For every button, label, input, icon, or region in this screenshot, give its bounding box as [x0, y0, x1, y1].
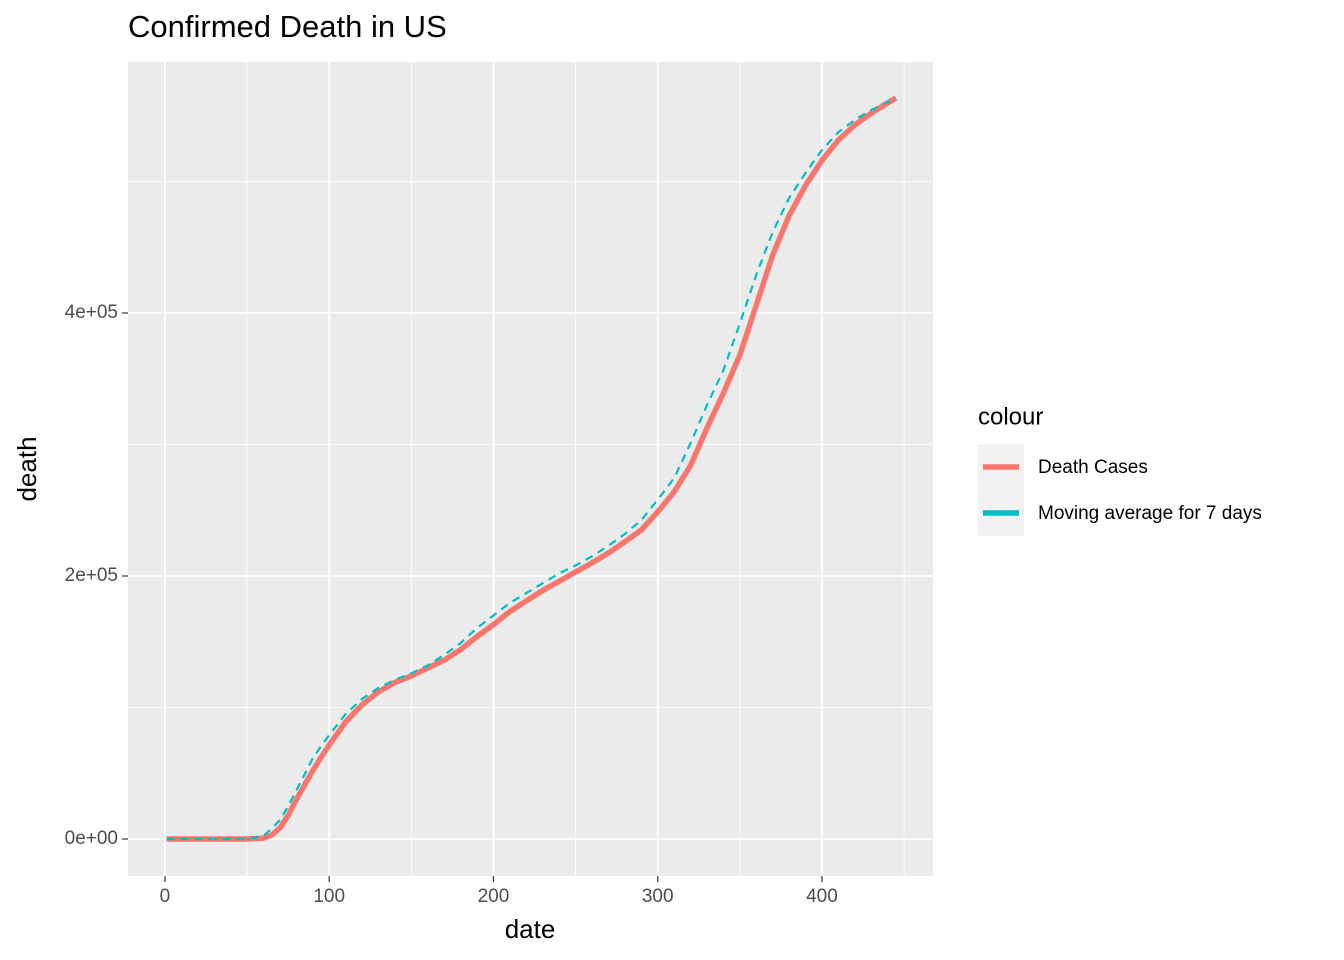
data-line [166, 97, 897, 841]
y-tick-label: 0e+00 [65, 828, 118, 849]
y-tick-label: 2e+05 [65, 565, 118, 586]
x-axis-label: date [505, 914, 556, 944]
chart-title: Confirmed Death in US [128, 9, 447, 44]
x-tick-label: 0 [160, 886, 171, 907]
legend-label: Death Cases [1038, 457, 1148, 478]
x-tick-label: 100 [313, 886, 345, 907]
plot-panel [128, 62, 933, 876]
x-tick-label: 200 [478, 886, 510, 907]
x-tick-label: 300 [642, 886, 674, 907]
x-tick-label: 400 [806, 886, 838, 907]
y-tick-label: 4e+05 [65, 302, 118, 323]
y-axis-label: death [12, 436, 42, 501]
legend-title: colour [978, 403, 1043, 430]
legend-label: Moving average for 7 days [1038, 503, 1262, 524]
data-line [166, 95, 898, 842]
